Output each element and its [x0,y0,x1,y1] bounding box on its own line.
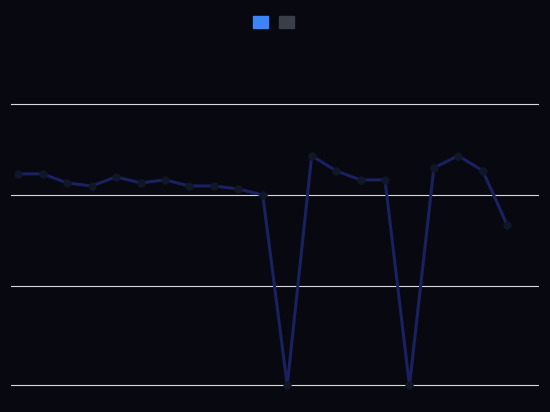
Legend: , : , [248,11,302,34]
